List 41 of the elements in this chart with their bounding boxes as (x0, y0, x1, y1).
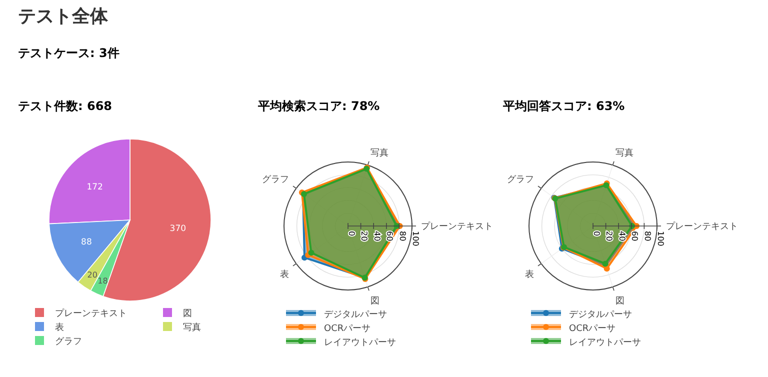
legend-label: 表 (55, 322, 64, 333)
chart-title: テスト件数: 668 (18, 99, 112, 113)
legend-label: デジタルパーサ (569, 310, 632, 320)
y-tick-label: 60 (385, 231, 394, 242)
spoke-label: 図 (370, 296, 380, 306)
legend-label: 図 (183, 309, 192, 319)
spoke-label: 写真 (370, 148, 389, 159)
legend-label: レイアウトパーサ (324, 338, 396, 348)
legend-label: レイアウトパーサ (569, 338, 641, 348)
spoke-label: 写真 (616, 148, 634, 159)
spoke-label: 図 (616, 296, 625, 306)
legend-label: OCRパーサ (324, 324, 371, 334)
y-tick-label: 80 (398, 231, 408, 242)
legend-label: グラフ (55, 336, 82, 347)
y-tick-label: 100 (410, 231, 420, 246)
data-label: 20 (87, 270, 98, 280)
data-label: 172 (86, 182, 103, 192)
spoke-label: グラフ (262, 174, 289, 186)
spoke-label: プレーンテキスト (421, 221, 493, 232)
y-tick-label: 0 (346, 231, 356, 236)
y-tick-label: 40 (372, 231, 382, 242)
legend-label: 写真 (183, 322, 201, 333)
spoke-label: プレーンテキスト (666, 221, 738, 232)
legend-label: プレーンテキスト (55, 308, 127, 319)
y-tick-label: 80 (643, 231, 652, 242)
data-label: 370 (170, 224, 186, 234)
y-tick-label: 0 (592, 231, 601, 236)
data-label: 18 (98, 276, 108, 286)
spoke-label: 表 (280, 268, 289, 280)
spoke-label: グラフ (506, 174, 534, 186)
y-tick-label: 40 (617, 231, 626, 242)
y-tick-label: 100 (656, 231, 665, 246)
y-tick-label: 60 (630, 231, 640, 242)
data-label: 88 (81, 238, 92, 248)
legend-label: OCRパーサ (569, 324, 616, 334)
spoke-label: 表 (524, 268, 534, 280)
text: テストケース: 3件 (18, 46, 120, 60)
legend-label: デジタルパーサ (324, 310, 387, 320)
chart-title: 平均検索スコア: 78% (257, 99, 380, 113)
chart-title: 平均回答スコア: 63% (502, 99, 625, 113)
text: テスト全体 (18, 6, 109, 27)
